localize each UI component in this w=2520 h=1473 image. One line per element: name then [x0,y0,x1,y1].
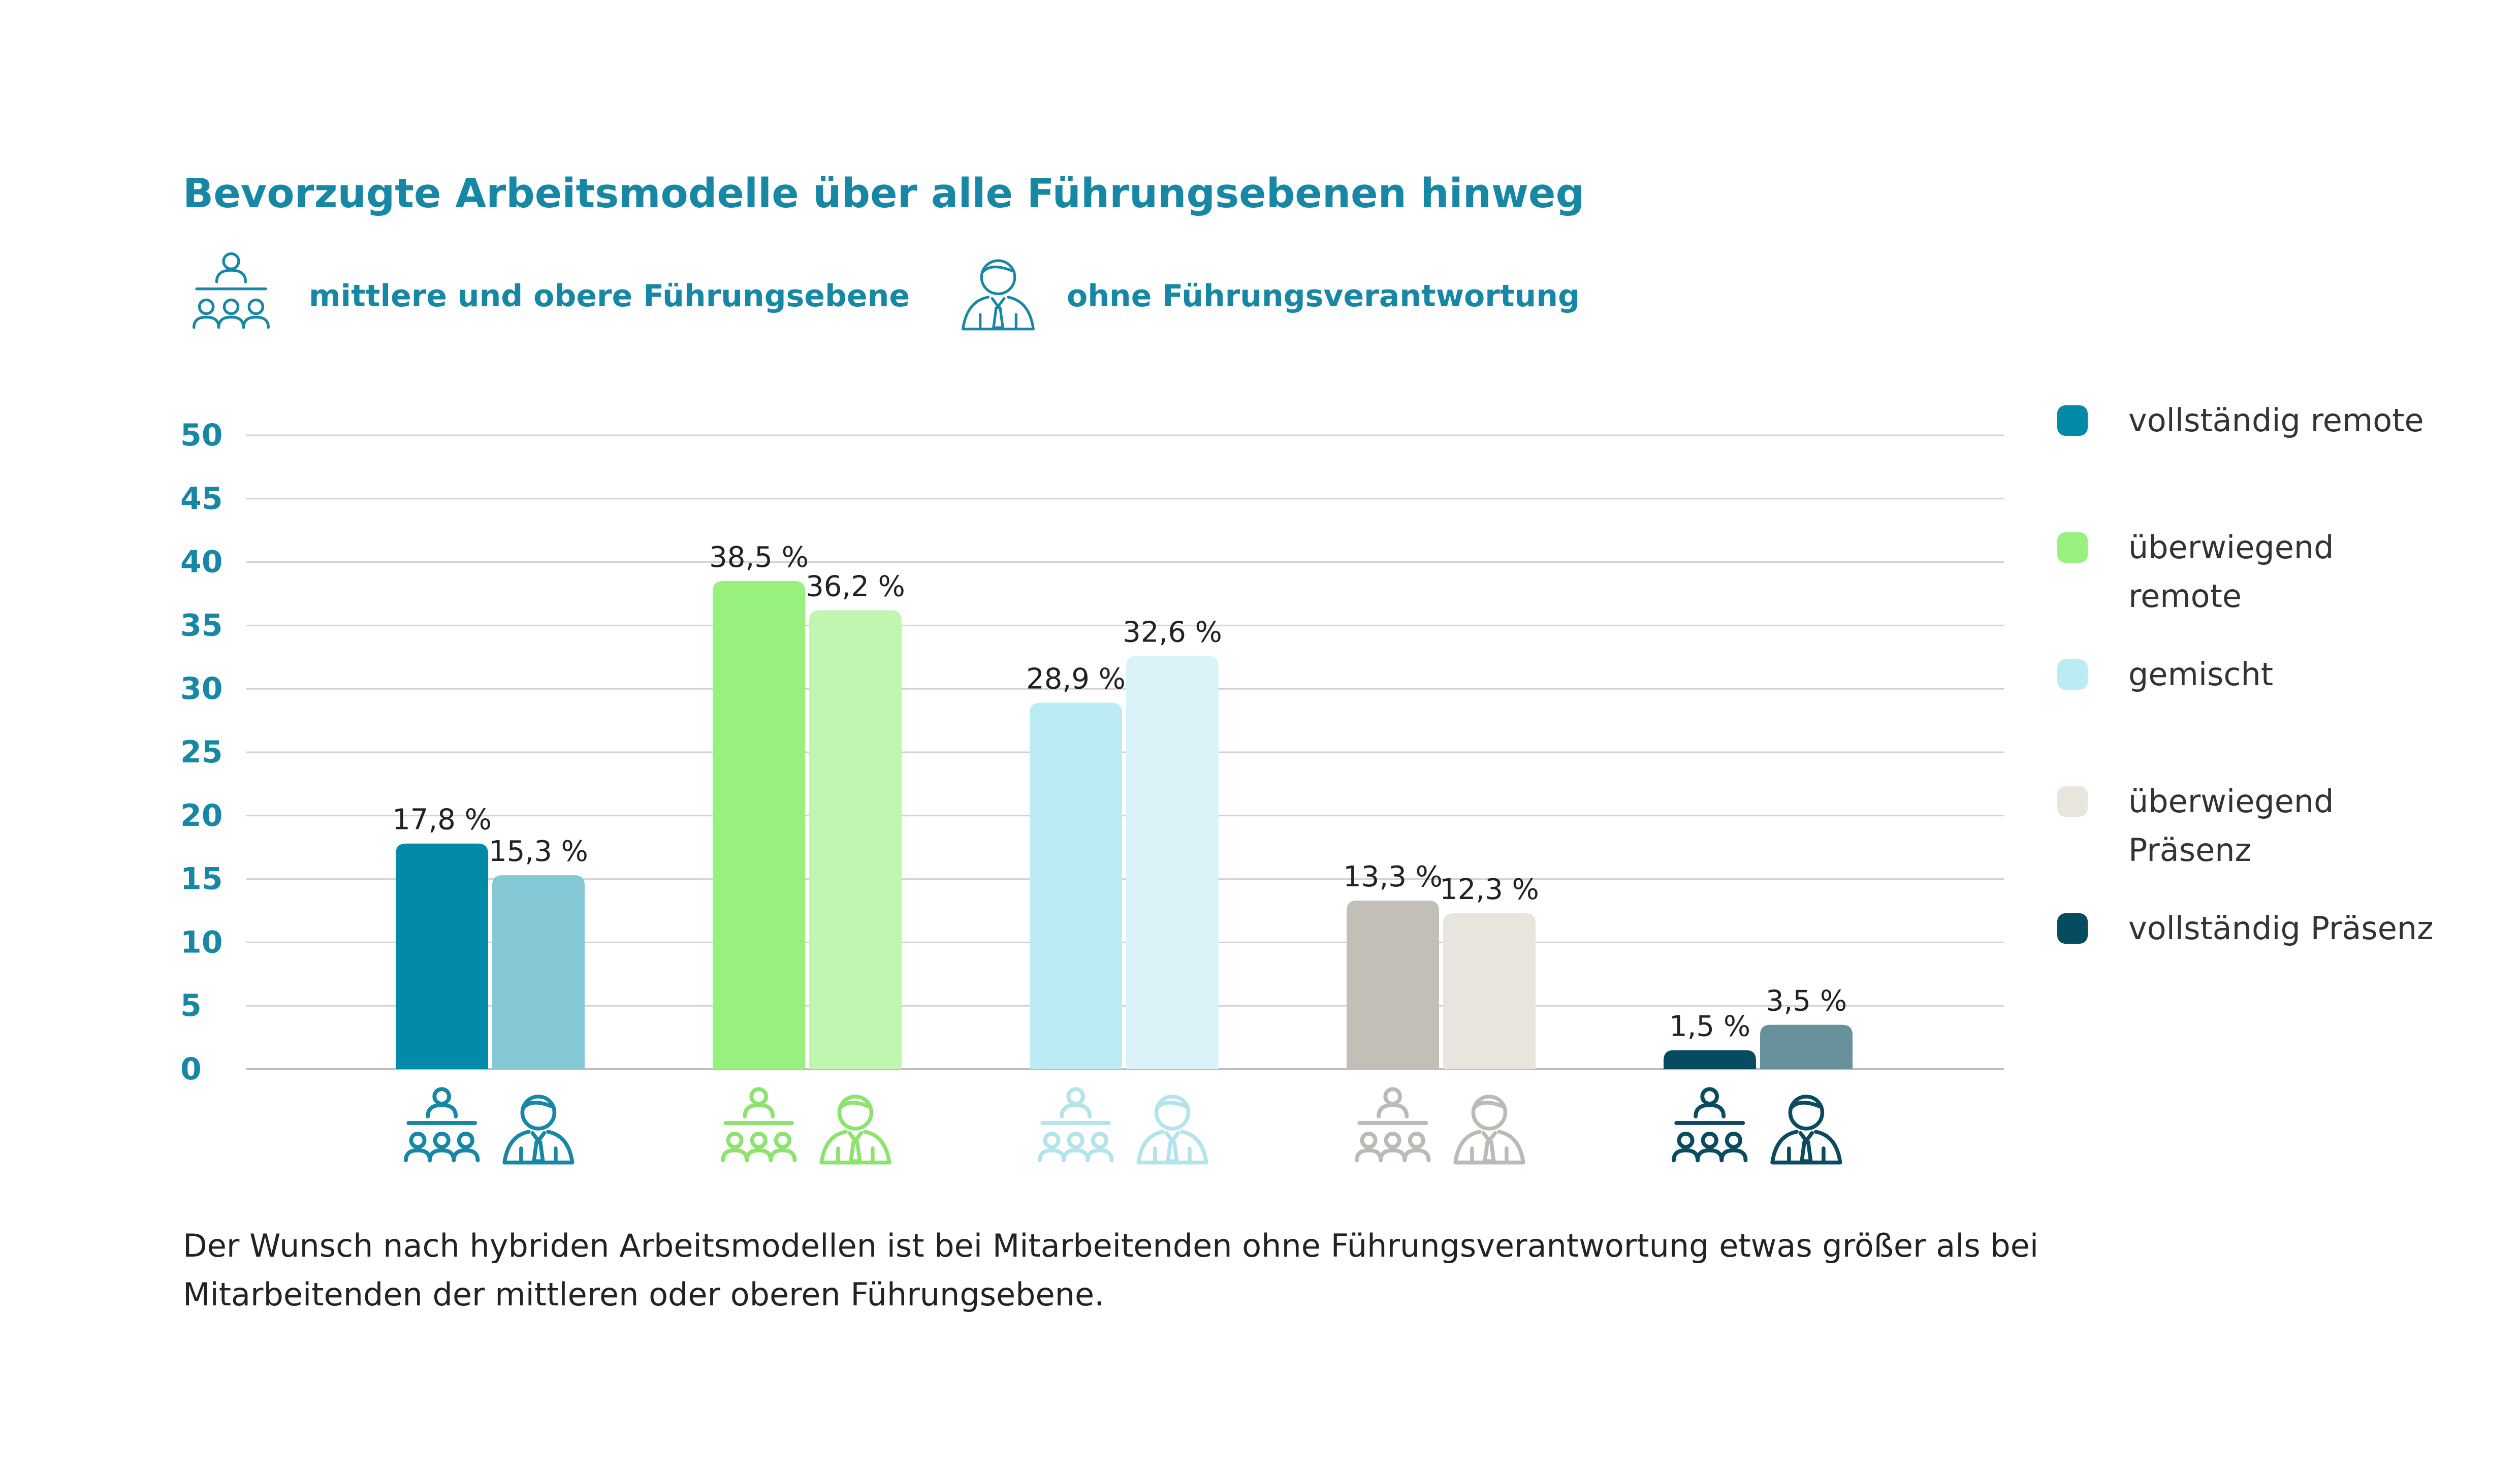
legend-swatch [2057,659,2088,690]
group-legend-label-employee: ohne Führungsverantwortung [1067,278,1580,314]
data-label: 1,5 % [1669,1010,1750,1043]
y-tick-label: 10 [180,924,223,960]
data-label: 3,5 % [1766,985,1847,1018]
management-group-icon [1038,1087,1114,1163]
chart-title: Bevorzugte Arbeitsmodelle über alle Führ… [183,170,1585,217]
y-tick-label: 25 [180,734,223,770]
employee-person-icon [1453,1095,1525,1165]
y-tick-label: 45 [180,481,223,517]
bar-employee [1760,1024,1853,1069]
bar-employee [809,610,902,1069]
data-label: 32,6 % [1123,616,1222,649]
management-group-icon [404,1087,480,1163]
bar-employee [492,875,585,1069]
bar-chart: 0 5 10 15 20 25 30 35 40 45 50 17,8 %15,3 % 38,5 %36… [180,418,2004,1165]
legend-label: gemischt [2128,656,2274,693]
y-tick-label: 50 [180,418,223,453]
legend-label: vollständig Präsenz [2128,910,2434,947]
legend-label: überwiegend remote [2128,529,2334,615]
employee-person-icon [962,259,1035,331]
bar-management [1664,1050,1756,1069]
data-label: 13,3 % [1343,860,1443,893]
group-legend-employee: ohne Führungsverantwortung [955,249,1615,345]
group-legend-label-management: mittlere und obere Führungsebene [309,278,910,314]
data-label: 38,5 % [709,541,809,574]
legend-swatch [2057,786,2088,817]
legend-swatch [2057,913,2088,944]
data-label: 12,3 % [1440,873,1539,906]
y-tick-label: 5 [180,988,202,1023]
data-label: 17,8 % [392,804,492,837]
y-tick-label: 15 [180,861,223,897]
legend-swatch [2057,405,2088,436]
management-group-icon [721,1087,797,1163]
data-label: 15,3 % [489,835,588,868]
y-tick-label: 40 [180,545,223,580]
y-tick-label: 0 [180,1051,202,1087]
data-label: 36,2 % [806,570,905,603]
bar-management [713,581,805,1069]
management-group-icon [1355,1087,1431,1163]
y-tick-label: 30 [180,671,223,707]
group-legend-management: mittlere und obere Führungsebene [183,249,910,345]
chart-caption: Der Wunsch nach hybriden Arbeitsmodellen… [183,1227,2039,1313]
employee-person-icon [502,1095,575,1165]
legend-swatch [2057,532,2088,563]
y-tick-label: 35 [180,607,223,643]
employee-person-icon [819,1095,891,1165]
legend-label: überwiegend Präsenz [2128,783,2334,869]
bar-management [1347,901,1439,1069]
data-label: 28,9 % [1026,663,1126,696]
bar-management [396,843,488,1069]
bar-management [1030,702,1122,1069]
management-group-icon [193,252,270,329]
employee-person-icon [1770,1095,1842,1165]
legend-label: vollständig remote [2128,402,2424,439]
employee-person-icon [1136,1095,1208,1165]
management-group-icon [1672,1087,1748,1163]
y-tick-label: 20 [180,798,223,834]
bar-employee [1126,656,1219,1069]
bar-employee [1443,913,1536,1069]
